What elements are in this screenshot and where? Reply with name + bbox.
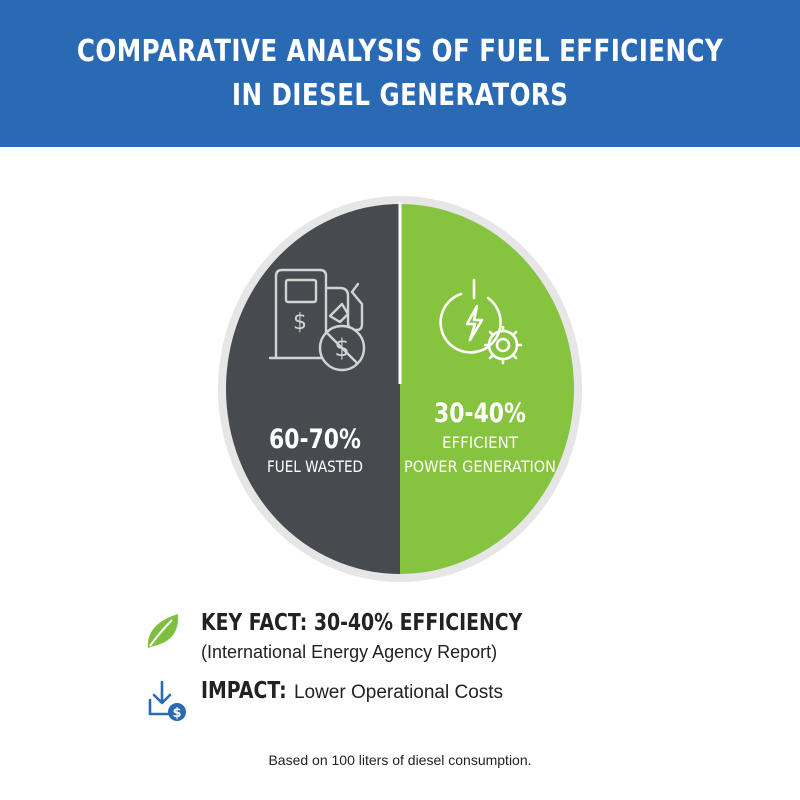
page-title-line-1: COMPARATIVE ANALYSIS OF FUEL EFFICIENCY	[76, 33, 724, 69]
slice-label-efficient-line-1: EFFICIENT	[442, 433, 518, 452]
page-title-line-2: IN DIESEL GENERATORS	[231, 77, 569, 113]
footnote: Based on 100 liters of diesel consumptio…	[268, 752, 532, 768]
pie-slice-efficient	[400, 204, 574, 574]
slice-value-efficient: 30-40%	[434, 398, 526, 429]
impact-text: Lower Operational Costs	[293, 682, 504, 703]
svg-text:$: $	[172, 706, 181, 721]
pie-slice-fuel-wasted	[226, 204, 400, 574]
header-banner: COMPARATIVE ANALYSIS OF FUEL EFFICIENCY …	[0, 0, 800, 147]
slice-label-efficient-line-2: POWER GENERATION	[404, 457, 556, 476]
slice-label-fuel-wasted: FUEL WASTED	[267, 457, 363, 476]
impact-label: IMPACT:	[201, 678, 287, 704]
impact-text-group: IMPACT: Lower Operational Costs	[201, 678, 503, 704]
key-fact-title: KEY FACT: 30-40% EFFICIENCY	[201, 610, 523, 636]
svg-text:$: $	[293, 310, 307, 335]
fuel-pump-no-money-icon: $ $	[268, 268, 366, 372]
leaf-icon	[147, 614, 179, 648]
key-fact-source: (International Energy Agency Report)	[201, 642, 498, 662]
slice-value-fuel-wasted: 60-70%	[269, 424, 361, 455]
pie-chart: $ $ 60-70% FUEL WASTED 30-40% EFFICIENT …	[218, 196, 582, 582]
power-bolt-gear-icon	[439, 278, 523, 365]
download-dollar-icon: $	[148, 680, 186, 721]
